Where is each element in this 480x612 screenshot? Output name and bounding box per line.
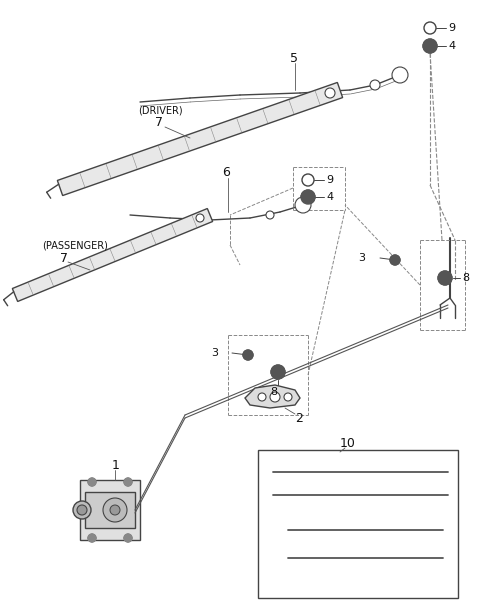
Bar: [258, 450, 458, 598]
Circle shape: [271, 365, 285, 379]
Text: 1: 1: [112, 458, 120, 471]
Circle shape: [270, 392, 280, 402]
Circle shape: [258, 393, 266, 401]
Circle shape: [73, 501, 91, 519]
Circle shape: [295, 197, 311, 213]
Circle shape: [266, 211, 274, 219]
Text: 10: 10: [340, 436, 356, 449]
Text: 3: 3: [211, 348, 218, 358]
Circle shape: [390, 255, 400, 265]
Bar: [80, 480, 140, 540]
Polygon shape: [57, 83, 343, 196]
Bar: [85, 492, 135, 528]
Text: 3: 3: [358, 253, 365, 263]
Text: 9: 9: [326, 175, 333, 185]
Circle shape: [325, 88, 335, 98]
Polygon shape: [12, 209, 213, 302]
Polygon shape: [245, 385, 300, 408]
Text: 6: 6: [222, 165, 230, 179]
Circle shape: [77, 505, 87, 515]
Circle shape: [423, 39, 437, 53]
Circle shape: [438, 271, 452, 285]
Circle shape: [88, 534, 96, 542]
Circle shape: [88, 478, 96, 486]
Text: 8: 8: [270, 387, 277, 397]
Text: 9: 9: [448, 23, 455, 33]
Circle shape: [301, 190, 315, 204]
Circle shape: [103, 498, 127, 522]
Text: 8: 8: [462, 273, 469, 283]
Circle shape: [124, 534, 132, 542]
Text: (PASSENGER): (PASSENGER): [42, 240, 108, 250]
Text: 7: 7: [155, 116, 163, 129]
Circle shape: [110, 505, 120, 515]
Text: 4: 4: [326, 192, 333, 202]
Text: 2: 2: [295, 411, 303, 425]
Circle shape: [124, 478, 132, 486]
Text: 5: 5: [290, 51, 298, 64]
Text: (DRIVER): (DRIVER): [138, 105, 182, 115]
Circle shape: [243, 350, 253, 360]
Circle shape: [370, 80, 380, 90]
Circle shape: [284, 393, 292, 401]
Text: 7: 7: [60, 252, 68, 264]
Circle shape: [392, 67, 408, 83]
Circle shape: [196, 214, 204, 222]
Text: 4: 4: [448, 41, 455, 51]
